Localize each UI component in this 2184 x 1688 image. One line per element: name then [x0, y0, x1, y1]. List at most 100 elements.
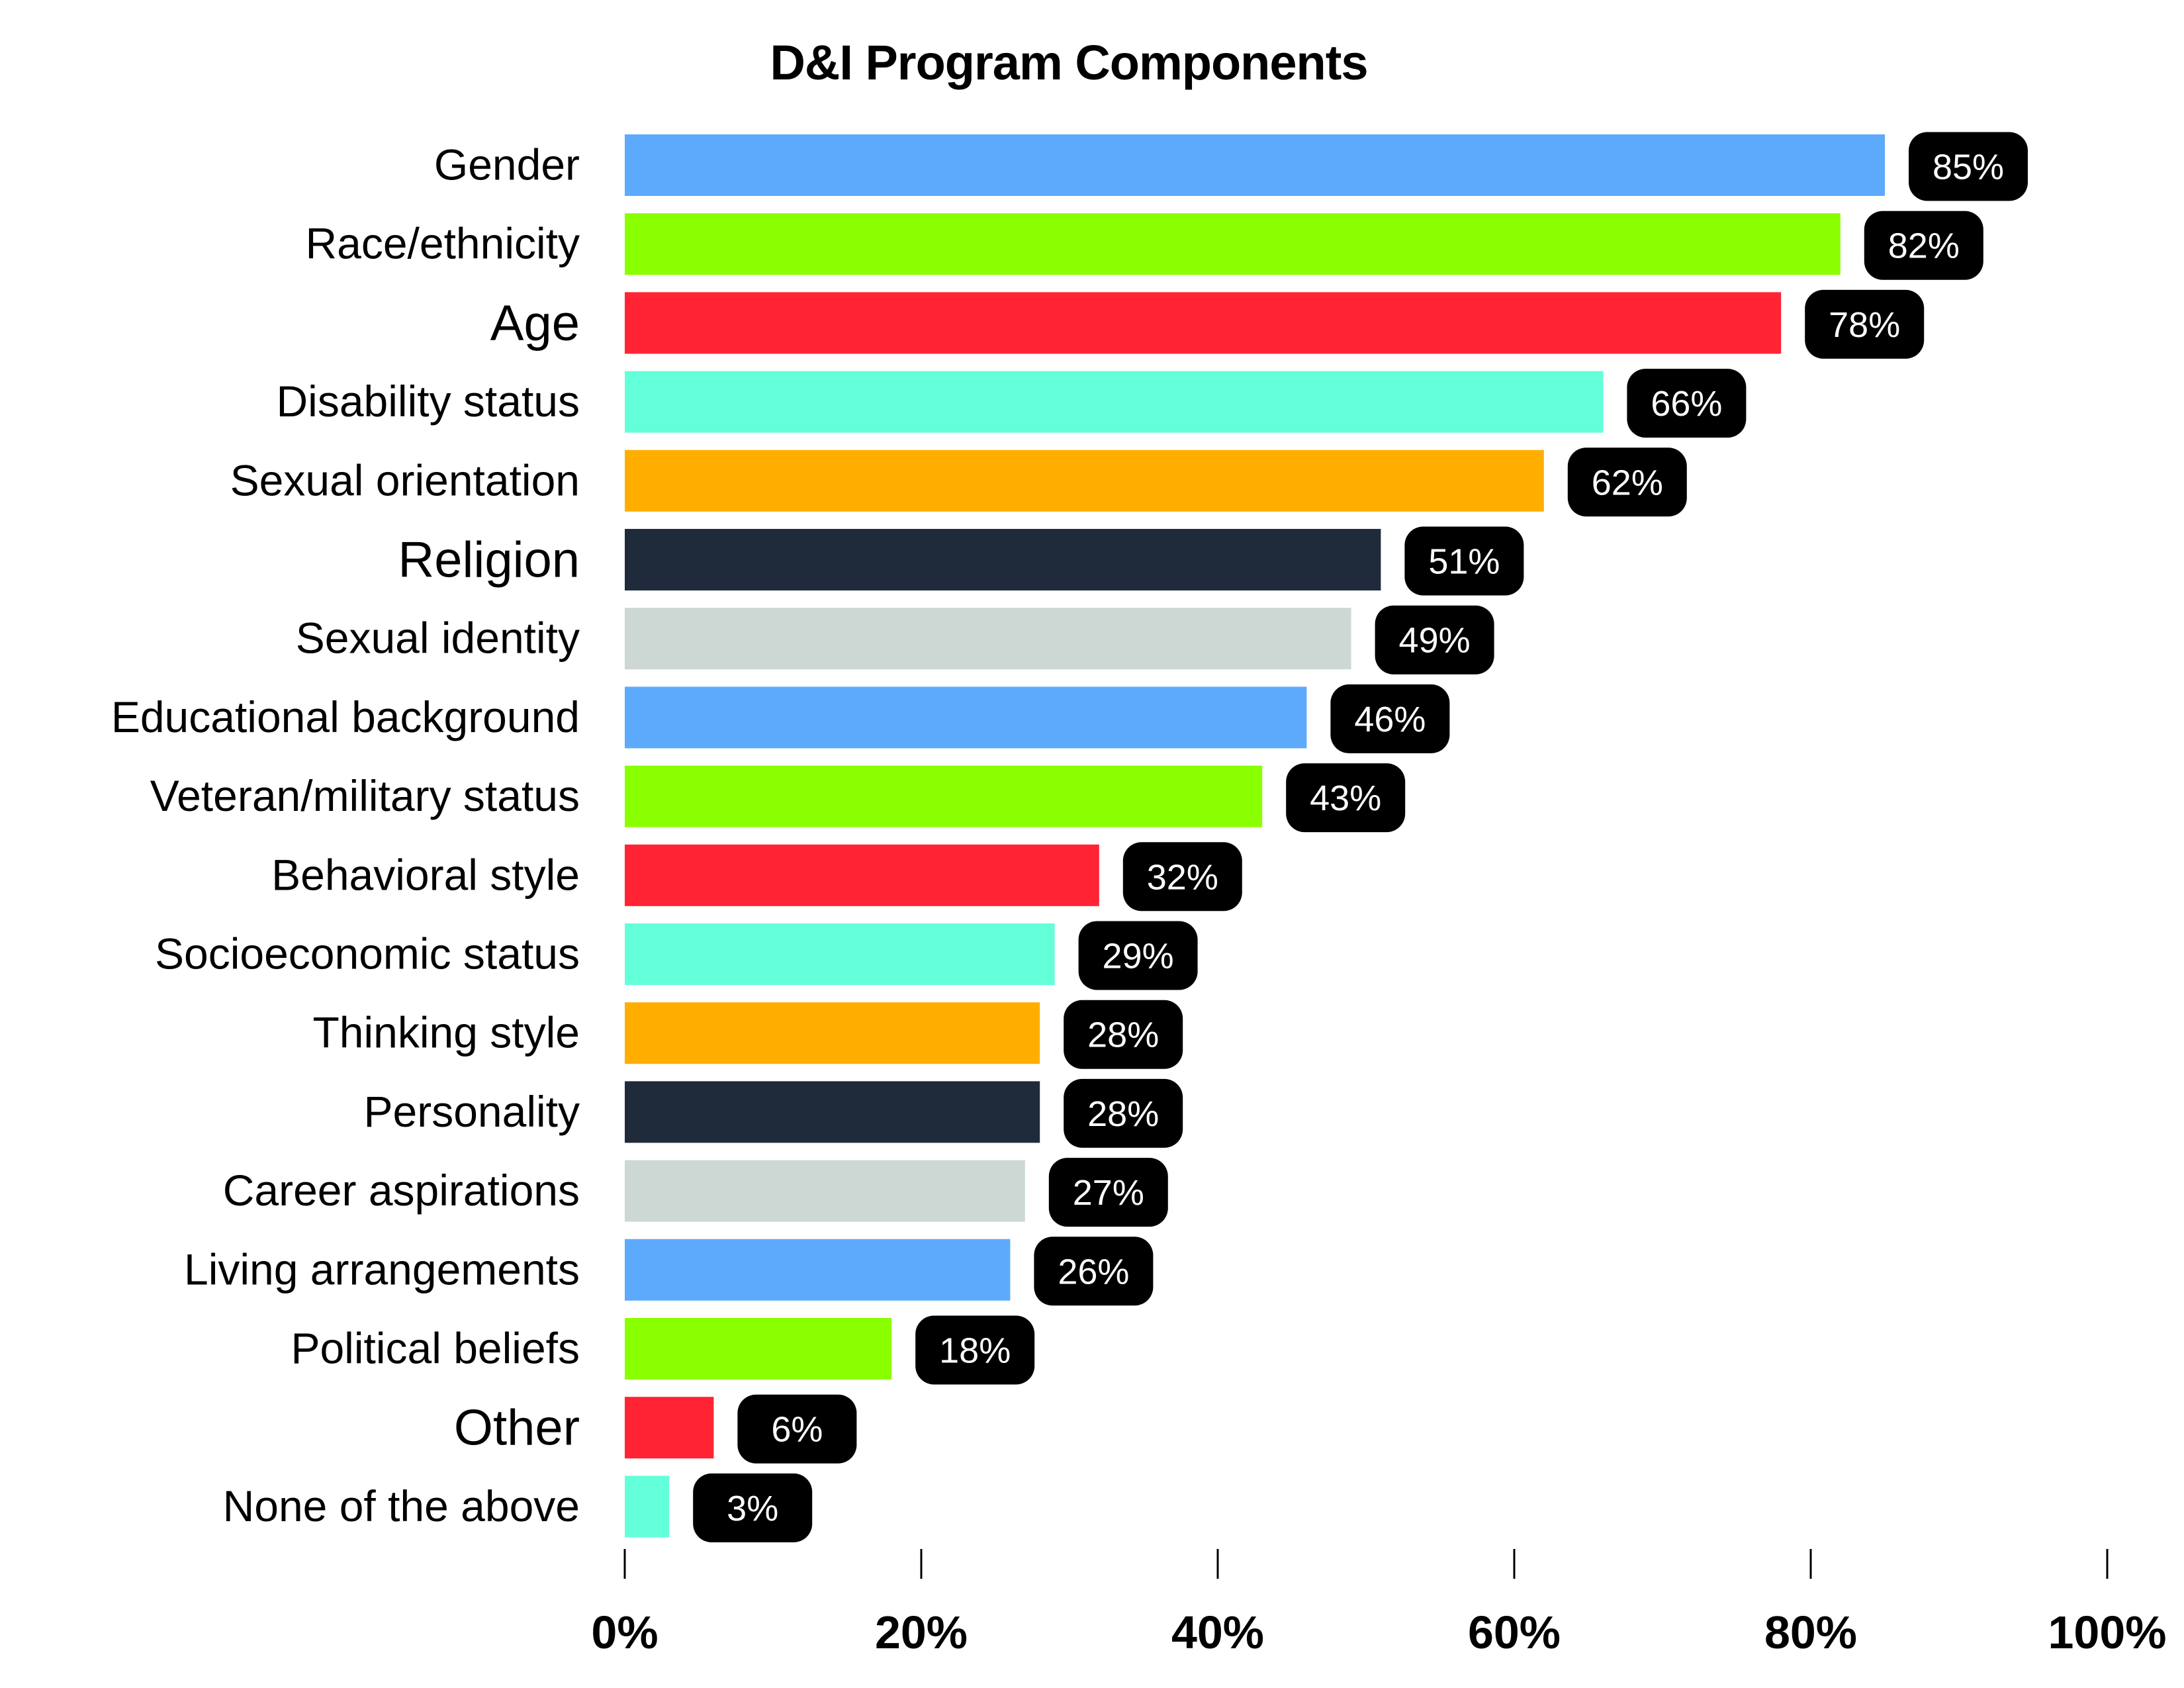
- x-tick-label: 80%: [1764, 1607, 1857, 1658]
- bar-row: Living arrangements 26%: [184, 1237, 1154, 1306]
- category-label: None of the above: [223, 1481, 580, 1530]
- value-badge: [1048, 1158, 1168, 1227]
- bar-row: None of the above 3%: [223, 1473, 813, 1542]
- chart-title: D&I Program Components: [770, 35, 1368, 90]
- category-label: Thinking style: [312, 1008, 580, 1057]
- category-label: Behavioral style: [271, 850, 580, 899]
- value-label: 49%: [1399, 621, 1471, 661]
- value-badge: [1404, 526, 1524, 596]
- category-label: Socioeconomic status: [155, 929, 580, 978]
- category-label: Sexual identity: [296, 614, 580, 663]
- value-label: 78%: [1829, 305, 1900, 345]
- bar: [625, 1397, 714, 1459]
- bar: [625, 1081, 1040, 1143]
- bar: [625, 1160, 1025, 1222]
- bar: [625, 844, 1099, 906]
- value-label: 18%: [939, 1331, 1011, 1371]
- value-label: 85%: [1933, 148, 2004, 187]
- bar: [625, 529, 1381, 590]
- value-label: 27%: [1073, 1173, 1144, 1213]
- bar: [625, 1318, 892, 1380]
- value-label: 6%: [771, 1410, 823, 1450]
- value-label: 32%: [1147, 857, 1218, 897]
- bar-row: Religion 51%: [398, 526, 1524, 596]
- value-badge: [915, 1315, 1035, 1385]
- bar: [625, 292, 1782, 354]
- value-badge: [737, 1394, 857, 1464]
- bar: [625, 213, 1841, 275]
- bar-row: Other 6%: [454, 1394, 857, 1464]
- x-tick-label: 0%: [591, 1607, 658, 1658]
- value-badge: [1627, 369, 1747, 438]
- value-badge: [1078, 921, 1198, 990]
- value-badge: [693, 1473, 813, 1542]
- value-label: 28%: [1087, 1015, 1159, 1055]
- value-badge: [1864, 211, 1983, 280]
- x-tick-label: 60%: [1468, 1607, 1561, 1658]
- bar-row: Career aspirations 27%: [223, 1158, 1168, 1227]
- value-badge: [1375, 605, 1494, 675]
- bar-row: Educational background 46%: [111, 684, 1450, 753]
- x-tick-label: 100%: [2048, 1607, 2166, 1658]
- bars-layer: Gender 85% Race/ethnicity 82% Age 78% Disabili…: [111, 132, 2028, 1542]
- bar-row: Gender 85%: [434, 132, 2028, 201]
- category-label: Gender: [434, 140, 580, 189]
- category-label: Age: [490, 295, 580, 352]
- category-label: Disability status: [277, 377, 580, 426]
- bar: [625, 923, 1055, 985]
- category-label: Veteran/military status: [150, 771, 580, 820]
- value-badge: [1909, 132, 2028, 201]
- x-axis: 0% 20% 40% 60% 80% 100%: [591, 1549, 2167, 1658]
- category-label: Religion: [398, 532, 580, 588]
- bar: [625, 1476, 670, 1538]
- bar: [625, 134, 1885, 196]
- bar: [625, 686, 1307, 749]
- bar: [625, 371, 1604, 433]
- bar: [625, 449, 1544, 512]
- value-badge: [1122, 842, 1242, 912]
- value-label: 66%: [1651, 384, 1722, 424]
- category-label: Educational background: [111, 692, 580, 741]
- bar-row: Political beliefs 18%: [291, 1315, 1035, 1385]
- category-label: Race/ethnicity: [305, 219, 580, 268]
- bar-row: Sexual orientation 62%: [230, 447, 1687, 517]
- value-badge: [1034, 1237, 1154, 1306]
- value-label: 46%: [1354, 700, 1426, 739]
- value-label: 29%: [1103, 937, 1174, 976]
- category-label: Political beliefs: [291, 1324, 580, 1373]
- bar-row: Personality 28%: [364, 1078, 1183, 1148]
- value-label: 26%: [1058, 1252, 1129, 1291]
- x-tick-label: 40%: [1171, 1607, 1264, 1658]
- value-badge: [1330, 684, 1450, 753]
- category-label: Other: [454, 1400, 580, 1456]
- bar-row: Disability status 66%: [277, 369, 1747, 438]
- bar-row: Socioeconomic status 29%: [155, 921, 1198, 990]
- category-label: Personality: [364, 1087, 580, 1136]
- value-label: 62%: [1592, 463, 1663, 502]
- value-badge: [1286, 763, 1406, 833]
- x-tick-label: 20%: [875, 1607, 968, 1658]
- bar-row: Age 78%: [490, 289, 1925, 359]
- value-badge: [1567, 447, 1687, 517]
- bar: [625, 1002, 1040, 1064]
- value-label: 51%: [1428, 542, 1500, 582]
- value-label: 43%: [1310, 778, 1381, 818]
- bar-row: Sexual identity 49%: [296, 605, 1494, 675]
- bar-row: Thinking style 28%: [312, 1000, 1183, 1069]
- category-label: Living arrangements: [184, 1244, 580, 1293]
- bar: [625, 765, 1263, 827]
- category-label: Career aspirations: [223, 1166, 580, 1215]
- value-badge: [1064, 1078, 1183, 1148]
- value-badge: [1064, 1000, 1183, 1069]
- value-label: 82%: [1888, 226, 1960, 266]
- category-label: Sexual orientation: [230, 455, 580, 504]
- value-label: 3%: [727, 1489, 778, 1528]
- bar-row: Veteran/military status 43%: [150, 763, 1406, 833]
- bar: [625, 608, 1351, 670]
- bar-row: Race/ethnicity 82%: [305, 211, 1983, 280]
- bar-row: Behavioral style 32%: [271, 842, 1242, 912]
- value-badge: [1805, 289, 1925, 359]
- value-label: 28%: [1087, 1094, 1159, 1134]
- bar: [625, 1239, 1011, 1301]
